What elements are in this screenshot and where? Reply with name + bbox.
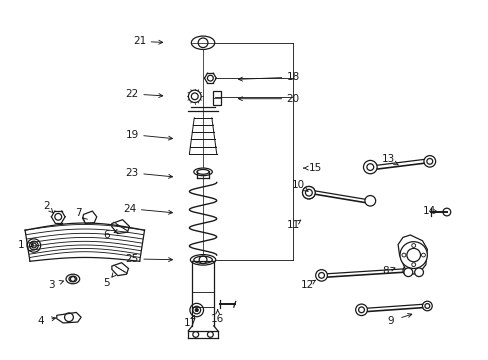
- Circle shape: [402, 266, 412, 275]
- Text: 22: 22: [125, 89, 139, 99]
- Text: 6: 6: [103, 230, 110, 240]
- Text: 3: 3: [48, 280, 55, 290]
- Text: 13: 13: [381, 154, 394, 165]
- Polygon shape: [57, 312, 81, 323]
- Text: 8: 8: [382, 266, 388, 276]
- Circle shape: [442, 208, 450, 216]
- Text: 18: 18: [286, 72, 299, 82]
- Text: 7: 7: [75, 208, 82, 219]
- Circle shape: [302, 186, 315, 199]
- Circle shape: [411, 244, 415, 247]
- Text: 4: 4: [37, 316, 44, 326]
- Text: 9: 9: [386, 316, 393, 326]
- Text: 11: 11: [286, 220, 299, 230]
- Circle shape: [403, 268, 412, 276]
- Text: 20: 20: [286, 94, 299, 104]
- Circle shape: [421, 253, 425, 257]
- FancyBboxPatch shape: [213, 91, 221, 105]
- Text: 12: 12: [301, 280, 314, 290]
- Text: 24: 24: [123, 204, 136, 214]
- Ellipse shape: [66, 274, 80, 284]
- Text: 15: 15: [308, 163, 321, 173]
- Polygon shape: [112, 220, 129, 234]
- Text: 25: 25: [125, 254, 139, 264]
- Polygon shape: [82, 211, 97, 224]
- Text: 23: 23: [125, 168, 139, 178]
- Circle shape: [302, 186, 315, 199]
- Circle shape: [363, 161, 376, 174]
- Circle shape: [422, 301, 431, 311]
- Polygon shape: [112, 263, 128, 276]
- Circle shape: [192, 332, 198, 337]
- Circle shape: [189, 303, 203, 317]
- Circle shape: [315, 270, 327, 281]
- Text: 1: 1: [18, 239, 24, 249]
- Ellipse shape: [191, 36, 214, 49]
- Text: 10: 10: [291, 180, 304, 190]
- Ellipse shape: [193, 168, 212, 176]
- Circle shape: [27, 239, 41, 252]
- Text: 21: 21: [133, 36, 146, 46]
- Text: 5: 5: [103, 278, 110, 288]
- Polygon shape: [397, 235, 427, 274]
- Text: 16: 16: [211, 314, 224, 324]
- Text: 17: 17: [184, 319, 197, 328]
- Circle shape: [207, 332, 213, 337]
- Circle shape: [399, 242, 427, 269]
- Ellipse shape: [190, 255, 215, 265]
- Circle shape: [355, 304, 366, 316]
- Circle shape: [411, 263, 415, 266]
- Circle shape: [423, 156, 435, 167]
- Circle shape: [188, 90, 201, 103]
- Circle shape: [414, 268, 423, 276]
- Text: 19: 19: [125, 130, 139, 140]
- Circle shape: [195, 309, 198, 311]
- Text: 14: 14: [422, 206, 435, 216]
- Circle shape: [364, 195, 375, 206]
- Text: 2: 2: [43, 201, 50, 211]
- Circle shape: [401, 253, 405, 257]
